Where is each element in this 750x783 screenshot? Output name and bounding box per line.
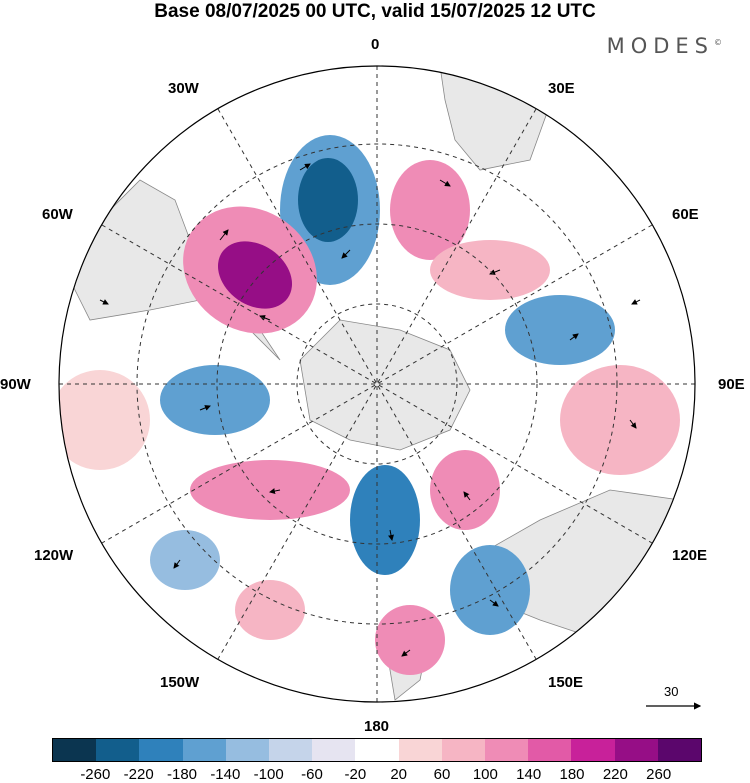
colorbar-swatch-14 [657, 739, 702, 761]
colorbar-tick-label: 260 [646, 766, 672, 783]
colorbar-tick-label: -60 [301, 766, 323, 783]
lon-label-150e: 150E [548, 674, 584, 691]
pos-anomaly-6 [235, 580, 305, 640]
anomaly-shading [59, 135, 680, 675]
colorbar-tick-label: 140 [516, 766, 542, 783]
lon-label-30w: 30W [168, 80, 199, 97]
colorbar-tick-label: -100 [253, 766, 284, 783]
lon-label-30e: 30E [548, 80, 575, 97]
modes-logo: MODES© [607, 34, 722, 58]
lon-label-60e: 60E [672, 206, 699, 223]
colorbar-swatch-4 [225, 739, 270, 761]
neg-anomaly-4 [350, 465, 420, 575]
colorbar-tick-label: -20 [344, 766, 367, 783]
colorbar-swatch-0 [53, 739, 97, 761]
neg-anomaly-2 [505, 295, 615, 365]
map-boundary [58, 65, 696, 703]
colorbar-swatch-11 [528, 739, 572, 761]
reference-vector-label: 30 [664, 684, 679, 699]
colorbar-swatch-9 [441, 739, 486, 761]
lon-label-120e: 120E [672, 547, 708, 564]
graticule [59, 66, 695, 702]
colorbar-tick-label: 100 [472, 766, 498, 783]
colorbar-tick-label: 180 [559, 766, 585, 783]
pos-anomaly-7 [375, 605, 445, 675]
colorbar-tick-label: -180 [166, 766, 198, 783]
antarctica-landmass [299, 319, 471, 451]
lon-label-120w: 120W [34, 547, 74, 564]
colorbar-tick-label: 60 [433, 766, 451, 783]
brand-name: MODES [606, 34, 714, 58]
neg-anomaly-3 [160, 365, 270, 435]
polar-map [58, 65, 702, 710]
colorbar-swatch-2 [139, 739, 183, 761]
map-title: Base 08/07/2025 00 UTC, valid 15/07/2025… [154, 1, 596, 22]
colorbar-swatch-5 [269, 739, 313, 761]
colorbar-swatch-10 [485, 739, 529, 761]
colorbar-tick-label: -220 [123, 766, 154, 783]
colorbar-swatch-1 [96, 739, 140, 761]
pos-anomaly-5 [430, 450, 500, 530]
lon-label-0: 0 [371, 36, 380, 53]
colorbar-tick-label: 220 [602, 766, 628, 783]
colorbar [52, 738, 702, 762]
colorbar-tick-label: 20 [390, 766, 407, 783]
pos-anomaly-8 [560, 365, 680, 475]
wind-vectors [99, 163, 641, 657]
colorbar-swatch-8 [398, 739, 442, 761]
lon-label-180: 180 [364, 718, 390, 735]
brand-mark: © [714, 38, 722, 47]
colorbar-tick-label: -260 [80, 766, 111, 783]
lon-label-90e: 90E [718, 376, 745, 393]
pos-anomaly-1-core [217, 241, 293, 309]
colorbar-swatch-6 [312, 739, 356, 761]
pos-anomaly-9 [59, 370, 150, 470]
neg-anomaly-5 [150, 530, 220, 590]
neg-anomaly-6 [450, 545, 530, 635]
colorbar-swatch-7 [355, 739, 399, 761]
neg-anomaly-1-core [298, 158, 358, 242]
pos-anomaly-4 [190, 460, 350, 520]
pos-anomaly-3 [430, 240, 550, 300]
lon-label-60w: 60W [42, 206, 73, 223]
colorbar-swatch-13 [614, 739, 658, 761]
lon-label-150w: 150W [160, 674, 200, 691]
lon-label-90w: 90W [0, 376, 31, 393]
colorbar-swatch-12 [571, 739, 615, 761]
colorbar-tick-label: -140 [210, 766, 241, 783]
colorbar-swatch-3 [182, 739, 226, 761]
